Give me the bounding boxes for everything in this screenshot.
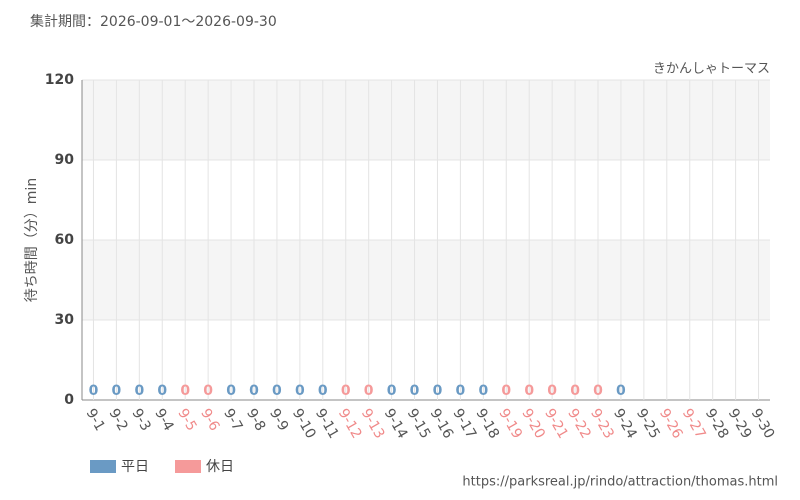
source-url: https://parksreal.jp/rindo/attraction/th… [462,475,778,490]
value-label: 0 [616,383,626,399]
y-tick-label: 30 [55,312,75,328]
x-tick-label: 9-1 [83,406,108,434]
x-tick-label: 9-14 [381,406,411,442]
x-tick-label: 9-15 [404,406,434,442]
value-label: 0 [433,383,443,399]
x-tick-label: 9-5 [174,406,199,434]
x-tick-label: 9-16 [427,406,457,442]
value-label: 0 [89,383,99,399]
value-label: 0 [524,383,534,399]
x-tick-label: 9-10 [289,406,319,442]
value-label: 0 [203,383,213,399]
value-label: 0 [249,383,259,399]
x-tick-label: 9-29 [725,406,755,442]
value-label: 0 [341,383,351,399]
value-label: 0 [318,383,328,399]
x-tick-label: 9-27 [679,406,709,442]
x-tick-label: 9-13 [358,406,388,442]
x-tick-label: 9-11 [312,406,342,442]
value-label: 0 [387,383,397,399]
value-label: 0 [157,383,167,399]
x-tick-label: 9-4 [151,406,176,434]
x-tick-label: 9-2 [105,406,130,434]
x-tick-label: 9-3 [128,406,153,434]
value-label: 0 [593,383,603,399]
value-label: 0 [272,383,282,399]
legend-label: 平日 [121,459,149,475]
chart-title: 集計期間：2026-09-01～2026-09-30 [30,13,277,30]
x-tick-label: 9-23 [587,406,617,442]
x-tick-label: 9-26 [656,406,686,442]
value-label: 0 [134,383,144,399]
y-tick-label: 90 [55,152,75,168]
x-tick-label: 9-12 [335,406,365,442]
y-axis-label: 待ち時間（分）min [24,178,40,302]
value-label: 0 [364,383,374,399]
value-label: 0 [180,383,190,399]
x-tick-label: 9-9 [266,406,291,434]
x-tick-label: 9-7 [220,406,245,434]
x-tick-label: 9-30 [748,406,778,442]
legend-swatch [175,460,201,473]
x-tick-label: 9-21 [541,406,571,442]
value-label: 0 [456,383,466,399]
legend-label: 休日 [206,459,234,475]
y-tick-label: 0 [64,392,74,408]
x-tick-label: 9-22 [564,406,594,442]
value-label: 0 [478,383,488,399]
x-tick-label: 9-25 [633,406,663,442]
x-tick-label: 9-28 [702,406,732,442]
value-label: 0 [226,383,236,399]
x-tick-label: 9-6 [197,406,222,434]
x-tick-label: 9-17 [449,406,479,442]
x-tick-label: 9-19 [495,406,525,442]
legend-swatch [90,460,116,473]
value-label: 0 [547,383,557,399]
y-tick-label: 120 [45,72,74,88]
grid-band [82,80,770,160]
x-tick-label: 9-18 [472,406,502,442]
value-label: 0 [410,383,420,399]
value-label: 0 [501,383,511,399]
x-tick-label: 9-24 [610,406,640,442]
grid-band [82,240,770,320]
value-label: 0 [570,383,580,399]
value-label: 0 [112,383,122,399]
chart-subtitle: きかんしゃトーマス [653,62,770,77]
x-tick-label: 9-20 [518,406,548,442]
value-label: 0 [295,383,305,399]
y-tick-label: 60 [55,232,75,248]
x-tick-label: 9-8 [243,406,268,434]
